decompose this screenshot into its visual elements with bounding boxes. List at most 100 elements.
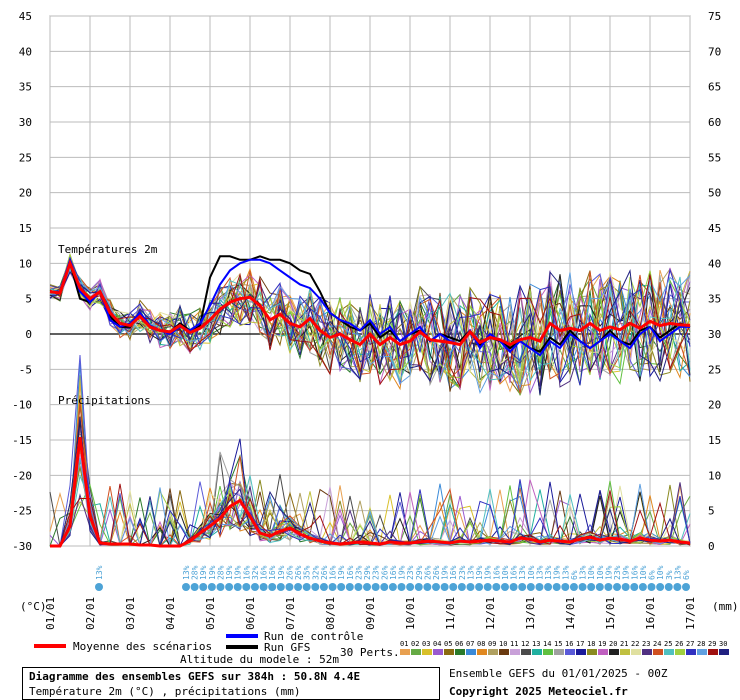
title-box: Diagramme des ensembles GEFS sur 384h : … [22, 667, 440, 700]
x-tick-label: 07/01 [284, 597, 297, 630]
legend-pert-number: 04 [433, 640, 441, 648]
legend-mean-label: Moyenne des scénarios [73, 640, 212, 653]
chart-grid [49, 15, 691, 547]
precip-probability: 6% [648, 570, 657, 580]
legend-pert-swatch [642, 649, 652, 655]
precip-dot [621, 583, 630, 591]
y-left-tick: 25 [19, 151, 32, 164]
legend-pert-swatch [620, 649, 630, 655]
precip-dot [638, 583, 647, 591]
legend-pert-number: 27 [686, 640, 694, 648]
legend-pert-swatch [554, 649, 564, 655]
legend-pert-number: 30 [719, 640, 727, 648]
member-temp-line [49, 267, 691, 384]
y-right-tick: 65 [708, 81, 721, 94]
x-tick-label: 04/01 [164, 597, 177, 630]
legend-pert-swatch [510, 649, 520, 655]
legend-pert-swatch [576, 649, 586, 655]
precip-dot [449, 583, 458, 591]
precip-probability: 28% [191, 565, 200, 580]
y-left-tick: -5 [19, 363, 32, 376]
legend-pert-swatch [631, 649, 641, 655]
precip-dot [199, 583, 208, 591]
precip-probability: 10% [527, 565, 536, 580]
precip-dot [561, 583, 570, 591]
x-tick-label: 09/01 [364, 597, 377, 630]
legend-pert-number: 03 [422, 640, 430, 648]
precip-dot [216, 583, 225, 591]
legend-pert-number: 17 [576, 640, 584, 648]
precip-probability: 28% [216, 565, 225, 580]
right-axis-unit: (mm) [712, 600, 739, 613]
precip-dot [483, 583, 492, 591]
precip-dot [345, 583, 354, 591]
y-right-tick: 35 [708, 293, 721, 306]
x-tick-label: 08/01 [324, 597, 337, 630]
y-left-tick: 0 [25, 328, 32, 341]
precip-dot [276, 583, 285, 591]
y-right-tick: 40 [708, 257, 721, 270]
y-right-tick: 0 [708, 540, 715, 553]
y-left-tick: -25 [12, 505, 32, 518]
member-temp-line [49, 267, 691, 383]
precip-dot [302, 583, 311, 591]
legend-pert-number: 21 [620, 640, 628, 648]
x-tick-label: 01/01 [44, 597, 57, 630]
precip-probability: 13% [466, 565, 475, 580]
precip-probability: 26% [432, 565, 441, 580]
precip-probability: 10% [656, 565, 665, 580]
ensemble-run: Ensemble GEFS du 01/01/2025 - 00Z [449, 667, 668, 680]
precip-probability: 16% [329, 565, 338, 580]
member-temp-line [49, 266, 691, 388]
precip-dot [414, 583, 423, 591]
precip-probability-row: 13% 28% 19% 19% 28% 19% 19% 16% 32% 16% 16% 19% 26% 2… [95, 565, 691, 591]
precip-dot [294, 583, 303, 591]
precip-dot [259, 583, 268, 591]
y-left-tick: 35 [19, 81, 32, 94]
precip-probability: 13% [673, 565, 682, 580]
member-temp-line [49, 256, 691, 386]
legend-pert-number: 01 [400, 640, 408, 648]
precip-dot [587, 583, 596, 591]
precip-dot [207, 583, 216, 591]
precip-dot [509, 583, 518, 591]
precip-probability: 19% [484, 565, 493, 580]
legend-pert-number: 18 [587, 640, 595, 648]
precip-probability: 13% [518, 565, 527, 580]
legend-pert-number: 13 [532, 640, 540, 648]
precip-probability: 19% [337, 565, 346, 580]
precip-probability: 3% [665, 570, 674, 580]
precip-dot [233, 583, 242, 591]
altitude-text: Altitude du modele : 52m [180, 653, 339, 666]
precip-probability: 26% [423, 565, 432, 580]
legend-pert-swatch [609, 649, 619, 655]
y-right-tick: 60 [708, 116, 721, 129]
precip-probability: 19% [208, 565, 217, 580]
mean-temp-line [49, 258, 691, 347]
y-right-tick: 5 [708, 505, 715, 518]
precip-probability: 19% [604, 565, 613, 580]
x-tick-label: 13/01 [524, 597, 537, 630]
legend-pert-number: 07 [466, 640, 474, 648]
precip-dot [328, 583, 337, 591]
legend-pert-number: 28 [697, 640, 705, 648]
precip-dot [656, 583, 665, 591]
precip-probability: 13% [544, 565, 553, 580]
y-left-tick: 30 [19, 116, 32, 129]
precipitation-label: Précipitations [58, 394, 151, 407]
precip-dot [423, 583, 432, 591]
highlighted-series [49, 255, 691, 548]
legend-pert-number: 25 [664, 640, 672, 648]
precip-probability: 19% [234, 565, 243, 580]
y-left-tick: 10 [19, 257, 32, 270]
x-tick-label: 16/01 [644, 597, 657, 630]
y-right-tick: 15 [708, 434, 721, 447]
legend-pert-number: 05 [444, 640, 452, 648]
legend-pert-number: 02 [411, 640, 419, 648]
legend-pert-number: 16 [565, 640, 573, 648]
x-tick-label: 05/01 [204, 597, 217, 630]
precip-probability: 13% [95, 565, 104, 580]
precip-dot [432, 583, 440, 591]
x-tick-label: 12/01 [484, 597, 497, 630]
precip-probability: 6% [682, 570, 691, 580]
